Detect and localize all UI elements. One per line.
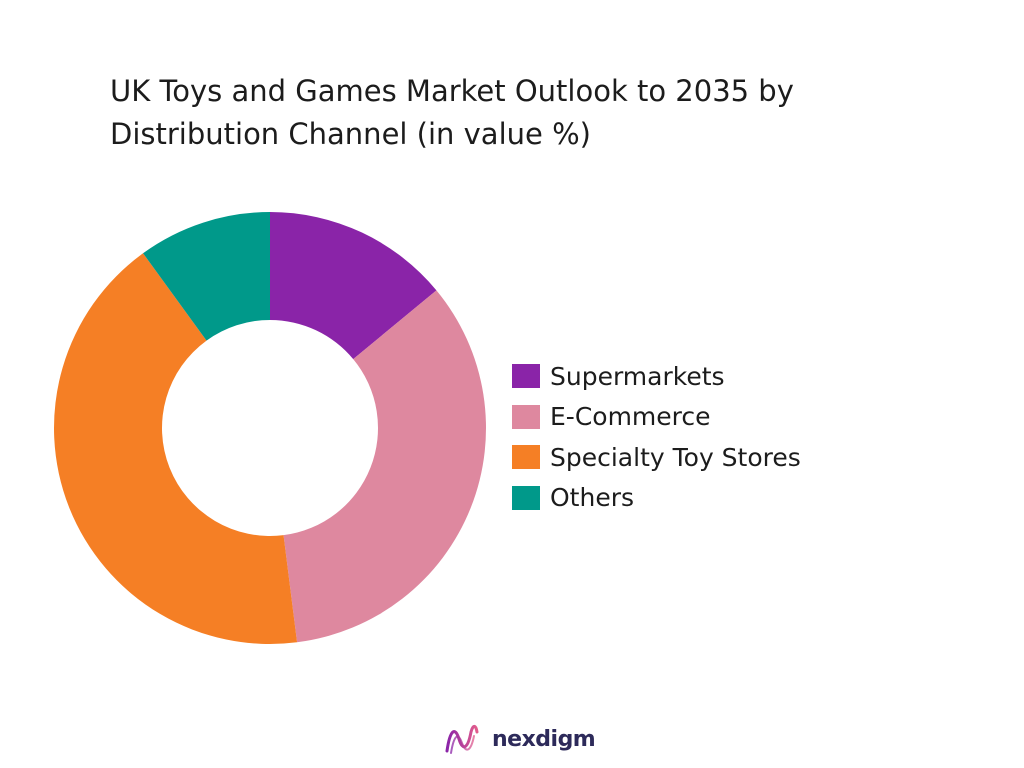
chart-title-line-1: UK Toys and Games Market Outlook to 2035… — [110, 74, 794, 108]
legend-item-specialty-toy-stores: Specialty Toy Stores — [512, 437, 801, 478]
legend-swatch — [512, 404, 540, 429]
donut-slice-supermarkets — [270, 212, 437, 360]
legend-swatch — [512, 364, 540, 389]
legend-item-e-commerce: E-Commerce — [512, 397, 801, 438]
brand-logo: nexdigm — [444, 722, 596, 756]
legend-item-supermarkets: Supermarkets — [512, 356, 801, 397]
legend-label: Others — [550, 483, 635, 513]
legend-label: Specialty Toy Stores — [550, 442, 801, 472]
chart-title: UK Toys and Games Market Outlook to 2035… — [110, 70, 970, 156]
chart-title-line-2: Distribution Channel (in value %) — [110, 117, 591, 151]
legend-item-others: Others — [512, 478, 801, 519]
legend-label: Supermarkets — [550, 361, 725, 391]
donut-chart — [54, 212, 486, 645]
legend-swatch — [512, 445, 540, 470]
donut-slice-e-commerce — [283, 290, 486, 643]
donut-slice-specialty-toy-stores — [54, 253, 298, 645]
brand-name: nexdigm — [492, 726, 596, 752]
nexdigm-wave-icon — [445, 724, 479, 754]
legend-label: E-Commerce — [550, 402, 711, 432]
donut-slice-others — [143, 212, 270, 341]
legend-swatch — [512, 485, 540, 510]
chart-legend: Supermarkets E-Commerce Specialty Toy Stor… — [512, 356, 801, 518]
